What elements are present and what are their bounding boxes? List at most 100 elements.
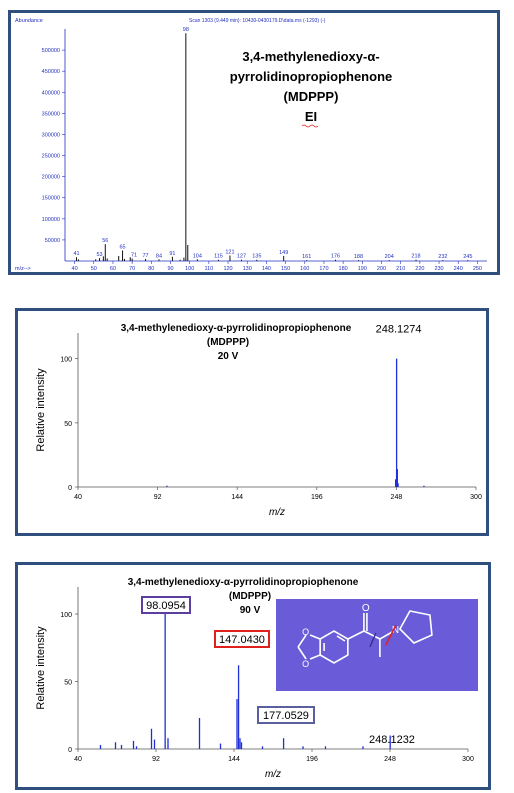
peak-label: 245: [463, 254, 472, 260]
peak-label: 176: [331, 254, 340, 260]
peak-annotation: 248.1274: [376, 324, 422, 336]
x-axis-title: m/z: [265, 769, 281, 780]
dioxole-bond: [297, 646, 307, 660]
benzene-ring: [319, 630, 349, 664]
x-tick-label: 248: [391, 494, 403, 501]
y-tick-label: 300000: [42, 132, 60, 138]
y-tick-label: 150000: [42, 196, 60, 202]
x-tick-label: 220: [415, 266, 424, 272]
peak-label: 104: [193, 253, 202, 259]
peak-label: 65: [119, 244, 125, 250]
ms-90v-panel: 0 50 100 40 92 144 196 248 300 m/z Relative intens…: [15, 562, 491, 790]
x-tick-label: 180: [339, 266, 348, 272]
y-tick-label: 100: [60, 357, 72, 364]
benzene-double-bond: [336, 635, 346, 642]
chart-title-line2: pyrrolidinopropiophenone: [230, 69, 393, 84]
ms-20v-chart: 0 50 100 40 92 144 196 248 300 m/z Relative intens…: [35, 323, 482, 518]
y-tick-label: 350000: [42, 111, 60, 117]
y-tick-label: 450000: [42, 69, 60, 75]
x-tick-label: 150: [281, 266, 290, 272]
peak-label: 127: [237, 254, 246, 260]
peak-annotation: 98.0954: [146, 600, 186, 612]
y-axis-title: Relative intensity: [35, 626, 47, 710]
x-tick-label: 90: [167, 266, 173, 272]
x-tick-label: 248: [384, 756, 396, 763]
x-tick-label: 100: [185, 266, 194, 272]
chart-title-line1: 3,4-methylenedioxy-α-pyrrolidinopropioph…: [121, 323, 352, 334]
x-tick-label: 130: [243, 266, 252, 272]
x-tick-label: 230: [434, 266, 443, 272]
mdppp-structure-icon: [297, 610, 433, 664]
ei-spectrum-panel: Abundance Scan 1303 (9.449 min): 10430-04…: [8, 10, 500, 275]
x-tick-label: 40: [74, 494, 82, 501]
chart-title-line1: 3,4-methylenedioxy-α-pyrrolidinopropioph…: [128, 577, 359, 588]
dioxole-bond: [297, 634, 307, 648]
x-tick-label: 200: [377, 266, 386, 272]
x-axis-title: m/z: [269, 507, 285, 518]
peak-label: 84: [156, 253, 162, 259]
x-tick-label: 144: [228, 756, 240, 763]
x-tick-label: 70: [129, 266, 135, 272]
ms-90v-chart: 0 50 100 40 92 144 196 248 300 m/z Relative intens…: [35, 577, 478, 780]
peak-annotation-box: [141, 596, 191, 614]
oxygen-label: O: [302, 659, 309, 669]
scan-header: Scan 1303 (9.449 min): 10430-0430179.D\d…: [189, 18, 326, 24]
chart-title-line1: 3,4-methylenedioxy-α-: [242, 49, 379, 64]
peak-label: 41: [73, 251, 79, 257]
oxygen-label: O: [302, 627, 309, 637]
x-tick-label: 300: [462, 756, 474, 763]
y-tick-label: 0: [68, 485, 72, 492]
peak-annotation: 147.0430: [219, 634, 265, 646]
peak-label: 77: [143, 253, 149, 259]
peak-label: 149: [279, 250, 288, 256]
x-tick-label: 50: [91, 266, 97, 272]
cleavage-mark: [385, 624, 397, 646]
peak-label: 71: [131, 252, 137, 258]
y-tick-label: 0: [68, 747, 72, 754]
x-tick-label: 92: [154, 494, 162, 501]
x-tick-label: 300: [470, 494, 482, 501]
chart-title-line3: 90 V: [240, 605, 261, 616]
x-tick-label: 144: [231, 494, 243, 501]
chart-title-line2: (MDPPP): [229, 591, 271, 602]
y-axis-title: Relative intensity: [35, 368, 47, 452]
peak-label: 135: [252, 254, 261, 260]
pyrrolidine-ring: [398, 610, 433, 644]
peak-label: 53: [96, 252, 102, 258]
chart-title-line3: (MDPPP): [284, 89, 339, 104]
chart-title-line3: 20 V: [218, 351, 239, 362]
peak-label: 161: [302, 254, 311, 260]
x-tick-label: 240: [454, 266, 463, 272]
cleavage-mark: [369, 632, 377, 648]
x-tick-label: 80: [148, 266, 154, 272]
peak-label: 91: [169, 251, 175, 257]
x-axis-title: m/z-->: [15, 266, 31, 272]
y-tick-label: 100: [60, 612, 72, 619]
peak-label: 204: [385, 254, 394, 260]
x-tick-label: 120: [223, 266, 232, 272]
peak-annotation: 177.0529: [263, 710, 309, 722]
x-tick-label: 60: [110, 266, 116, 272]
x-tick-label: 196: [311, 494, 323, 501]
x-tick-label: 160: [300, 266, 309, 272]
x-tick-label: 110: [204, 266, 213, 272]
chart-title-line4: EI: [305, 109, 317, 124]
x-tick-label: 190: [358, 266, 367, 272]
ms-20v-panel: 0 50 100 40 92 144 196 248 300 m/z Relative intens…: [15, 308, 489, 536]
x-tick-label: 196: [306, 756, 318, 763]
y-tick-label: 500000: [42, 48, 60, 54]
y-tick-label: 50: [64, 421, 72, 428]
x-tick-label: 170: [319, 266, 328, 272]
peak-label: 56: [102, 238, 108, 244]
x-tick-label: 92: [152, 756, 160, 763]
peak-annotation-box: [214, 630, 270, 648]
y-tick-label: 200000: [42, 175, 60, 181]
y-tick-label: 400000: [42, 90, 60, 96]
peak-label: 98: [183, 27, 189, 33]
dioxole-bond: [309, 654, 321, 660]
y-tick-label: 50000: [45, 238, 60, 244]
ei-spectrum-chart: Abundance Scan 1303 (9.449 min): 10430-04…: [15, 18, 487, 272]
peak-label: 232: [438, 254, 447, 260]
y-tick-label: 50: [64, 680, 72, 687]
x-tick-label: 40: [74, 756, 82, 763]
